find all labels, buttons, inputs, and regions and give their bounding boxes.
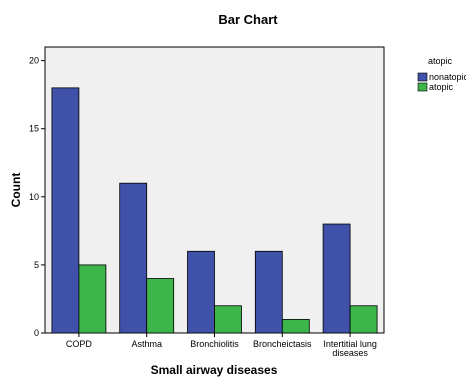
legend-swatch-nonatopic — [417, 72, 428, 82]
bar-nonatopic-3 — [254, 250, 283, 334]
bar-nonatopic-1 — [119, 182, 148, 334]
x-tick-label: Intertitial lung diseases — [323, 339, 377, 358]
chart-title: Bar Chart — [218, 12, 278, 27]
y-tick-label: 10 — [29, 192, 39, 202]
y-axis-title: Count — [9, 173, 23, 208]
x-tick-label: Broncheictasis — [253, 339, 312, 349]
bar-nonatopic-2 — [187, 250, 215, 334]
y-tick-label: 5 — [34, 260, 39, 270]
x-tick-label: Asthma — [131, 339, 162, 349]
bars-group — [51, 87, 378, 334]
bar-atopic-2 — [214, 305, 242, 334]
bar-nonatopic-4 — [322, 223, 351, 334]
y-axis: 0 5 10 15 20 — [29, 56, 45, 338]
bar-atopic-0 — [78, 264, 107, 334]
y-tick-label: 20 — [29, 56, 39, 66]
legend-title: atopic — [428, 56, 453, 66]
bar-atopic-4 — [349, 305, 378, 334]
y-tick-label: 0 — [34, 328, 39, 338]
bar-nonatopic-0 — [51, 87, 80, 334]
x-tick-label: COPD — [66, 339, 93, 349]
x-axis: COPD Asthma Bronchiolitis Broncheictasis Int… — [66, 333, 377, 358]
legend-swatch-atopic — [417, 82, 428, 92]
y-tick-label: 15 — [29, 124, 39, 134]
x-axis-title: Small airway diseases — [151, 363, 278, 377]
legend-label-nonatopic: nonatopic — [429, 72, 466, 82]
legend-label-atopic: atopic — [429, 82, 454, 92]
x-tick-label: Bronchiolitis — [190, 339, 239, 349]
bar-atopic-1 — [146, 278, 175, 334]
bar-atopic-3 — [281, 318, 310, 334]
